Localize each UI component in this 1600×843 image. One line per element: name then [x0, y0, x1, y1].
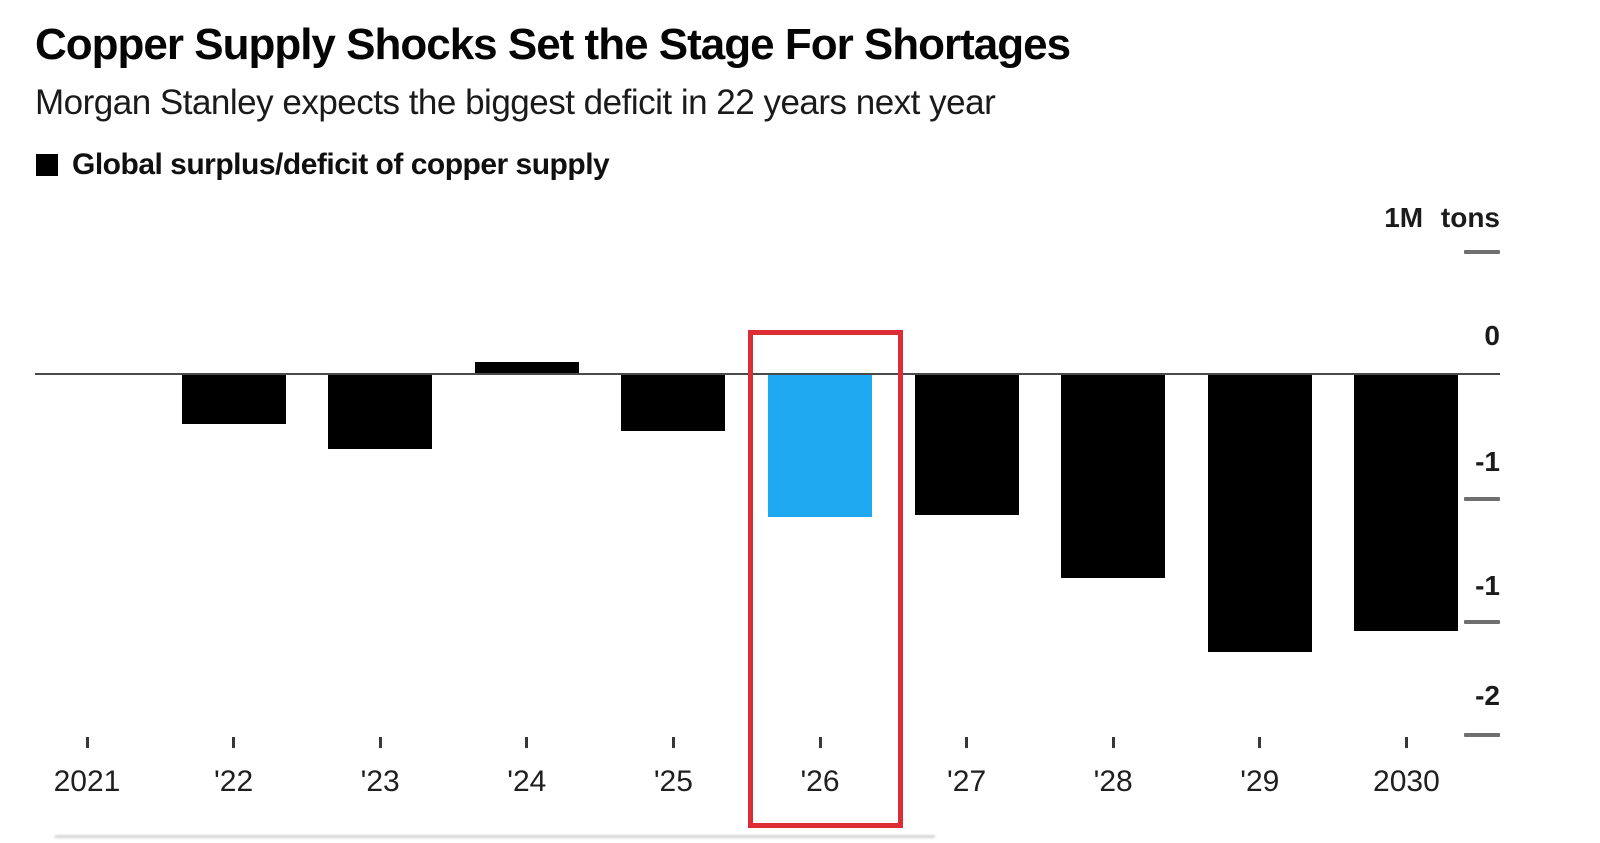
- legend-swatch-icon: [36, 154, 58, 176]
- x-tick-2021: [85, 737, 89, 748]
- y-axis-unit-label: 1M tons: [1384, 202, 1500, 233]
- y-axis-tick-dash-4: [1464, 733, 1500, 737]
- bar-28: [1061, 375, 1166, 579]
- bar-2030: [1354, 375, 1459, 631]
- chart-subtitle: Morgan Stanley expects the biggest defic…: [35, 83, 996, 122]
- legend: Global surplus/deficit of copper supply: [36, 148, 610, 182]
- y-axis-tick-label-3: -1: [1475, 570, 1500, 601]
- x-tick-24: [525, 737, 529, 748]
- x-tick-28: [1111, 737, 1115, 748]
- y-axis-tick-dash-0: [1464, 250, 1500, 254]
- x-label-28: '28: [1093, 765, 1133, 798]
- y-axis-tick-dash-2: [1464, 497, 1500, 501]
- x-label-2030: 2030: [1373, 765, 1440, 798]
- x-label-22: '22: [214, 765, 254, 798]
- x-label-24: '24: [507, 765, 547, 798]
- bar-22: [181, 375, 286, 424]
- x-tick-25: [671, 737, 675, 748]
- y-axis-tick-dash-3: [1464, 620, 1500, 624]
- x-tick-26: [818, 737, 822, 748]
- x-label-27: '27: [947, 765, 987, 798]
- x-tick-22: [232, 737, 236, 748]
- x-label-23: '23: [360, 765, 400, 798]
- bar-25: [621, 375, 726, 431]
- y-axis-tick-label-2: -1: [1475, 446, 1500, 477]
- x-label-29: '29: [1240, 765, 1280, 798]
- bar-26: [768, 375, 872, 518]
- highlight-box-26: [748, 330, 903, 828]
- y-axis-tick-label-4: -2: [1475, 680, 1500, 711]
- x-tick-29: [1258, 737, 1262, 748]
- x-tick-23: [378, 737, 382, 748]
- chart-title: Copper Supply Shocks Set the Stage For S…: [35, 20, 1071, 69]
- zero-axis-line: [35, 373, 1500, 375]
- y-axis-tick-label-1: 0: [1484, 320, 1500, 351]
- x-tick-2030: [1404, 737, 1408, 748]
- bar-24: [474, 362, 579, 373]
- x-label-25: '25: [653, 765, 693, 798]
- cropped-bottom-rule: [55, 835, 935, 838]
- x-tick-27: [965, 737, 969, 748]
- x-label-26: '26: [800, 765, 840, 798]
- bar-29: [1207, 375, 1312, 653]
- legend-label: Global surplus/deficit of copper supply: [72, 148, 610, 181]
- bar-23: [328, 375, 433, 449]
- bar-27: [914, 375, 1019, 516]
- x-label-2021: 2021: [53, 765, 121, 798]
